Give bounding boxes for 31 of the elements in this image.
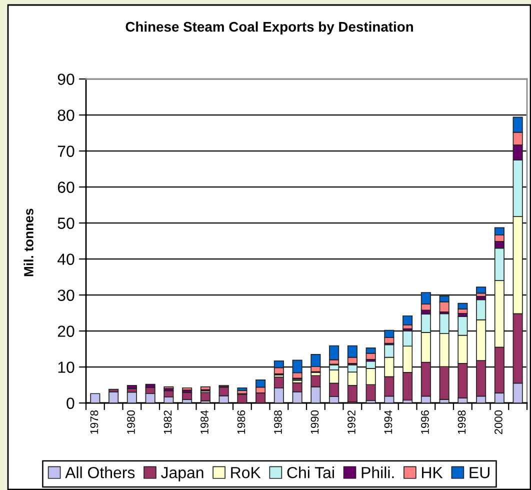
- y-tick-label: 30: [58, 290, 74, 301]
- x-tick-label: 1978: [90, 410, 98, 434]
- x-tick-label: 1996: [421, 410, 429, 434]
- legend-label: Phili.: [362, 466, 394, 478]
- x-tick-label: 2000: [494, 410, 502, 434]
- x-tick-label: 1994: [384, 410, 392, 434]
- y-tick-label: 60: [58, 182, 74, 193]
- y-tick-label: 70: [58, 146, 74, 157]
- x-tick-label: 1982: [164, 410, 172, 434]
- x-tick-label: 1980: [127, 410, 135, 434]
- y-tick-label: 20: [58, 326, 74, 337]
- x-tick-label: 1990: [310, 410, 319, 434]
- y-tick-label: 40: [57, 254, 74, 265]
- y-tick-label: 10: [58, 362, 74, 373]
- legend-label: Japan: [161, 467, 204, 482]
- legend-label: HK: [422, 467, 443, 478]
- x-tick-label: 1988: [274, 410, 282, 434]
- chart-title: Chinese Steam Coal Exports by Destination: [126, 22, 413, 34]
- legend-label: Chi Tai: [287, 466, 334, 478]
- y-tick-label: 90: [58, 74, 74, 85]
- x-tick-label: 1998: [458, 410, 466, 434]
- x-tick-label: 1992: [348, 410, 356, 434]
- legend-label: All Others: [65, 466, 135, 478]
- legend-label: EU: [470, 467, 490, 478]
- y-tick-label: 50: [58, 218, 74, 229]
- x-tick-label: 1986: [237, 410, 246, 434]
- x-tick-label: 1984: [200, 410, 208, 434]
- y-tick-label: 0: [66, 398, 74, 409]
- y-axis-title: Mil. tonnes: [24, 208, 34, 276]
- y-tick-label: 80: [58, 110, 74, 121]
- legend-label: RoK: [231, 467, 261, 478]
